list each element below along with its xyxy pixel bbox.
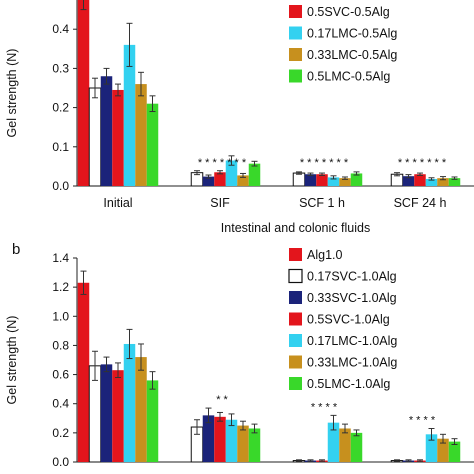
- bar: [350, 432, 363, 462]
- significance-marker: * * * * * * *: [300, 157, 349, 169]
- bar: [146, 103, 159, 186]
- bar: [135, 84, 147, 186]
- y-tick-label: 0.8: [52, 338, 69, 352]
- y-tick-label: 0.0: [52, 179, 69, 193]
- y-tick-label: 0.1: [52, 140, 69, 154]
- legend-swatch: [289, 26, 302, 40]
- bar: [327, 422, 340, 462]
- x-axis-label: Intestinal and colonic fluids: [221, 221, 370, 235]
- bar: [214, 416, 226, 462]
- bar: [248, 428, 261, 462]
- bar: [425, 178, 438, 186]
- bar: [437, 178, 449, 186]
- y-tick-label: 1.0: [52, 309, 69, 323]
- bar: [339, 428, 351, 462]
- y-tick-label: 0.4: [52, 22, 69, 36]
- legend-label: 0.5SVC-1.0Alg: [307, 313, 390, 327]
- bar: [100, 364, 113, 462]
- chart-panel-1: 0.0 0.1 0.2 0.3 0.4 Gel strength (N) Initial SI…: [5, 0, 474, 235]
- x-category-label: SCF 24 h: [394, 196, 447, 210]
- bar: [88, 87, 102, 187]
- legend-swatch: [289, 291, 302, 304]
- bar: [202, 415, 215, 462]
- bar: [225, 160, 238, 186]
- y-tick-label: 0.0: [52, 455, 69, 469]
- bar: [135, 357, 147, 462]
- bar: [448, 178, 461, 186]
- bar: [248, 163, 261, 186]
- bar: [214, 172, 226, 186]
- significance-marker: * * * * * * *: [198, 157, 247, 169]
- legend-swatch: [289, 48, 302, 61]
- legend-label: 0.17LMC-1.0Alg: [307, 334, 397, 348]
- x-category-label: SCF 1 h: [299, 196, 345, 210]
- bar: [112, 89, 124, 186]
- y-axis-label: Gel strength (N): [5, 49, 19, 138]
- significance-marker: * * * *: [311, 401, 338, 413]
- bar: [339, 178, 351, 186]
- bar: [77, 282, 90, 462]
- bar: [123, 44, 136, 186]
- bar: [425, 434, 438, 462]
- bar: [402, 176, 415, 186]
- bar: [316, 174, 328, 186]
- chart-panel-2: 0.0 0.2 0.4 0.6 0.8 1.0 1.2 1.4 Gel strength (N)…: [5, 241, 474, 469]
- legend-swatch: [289, 377, 302, 390]
- y-tick-label: 0.2: [52, 101, 69, 115]
- legend-swatch: [289, 312, 302, 326]
- legend-label: 0.5LMC-1.0Alg: [307, 377, 390, 391]
- bar: [437, 438, 449, 462]
- x-category-label: Initial: [103, 196, 132, 210]
- bar: [414, 174, 426, 186]
- legend-swatch: [288, 268, 303, 284]
- y-tick-label: 0.6: [52, 368, 69, 382]
- bar: [202, 176, 215, 186]
- y-tick-label: 1.4: [52, 251, 69, 265]
- legend-swatch: [289, 248, 302, 261]
- legend-label: 0.5SVC-0.5Alg: [307, 5, 390, 19]
- y-tick-label: 0.4: [52, 397, 69, 411]
- legend-label: 0.33LMC-0.5Alg: [307, 48, 397, 62]
- bar: [123, 343, 136, 462]
- y-axis-label: Gel strength (N): [5, 316, 19, 405]
- significance-marker: * * * * * * *: [398, 157, 447, 169]
- bar: [292, 172, 306, 187]
- panel-label: b: [12, 241, 20, 258]
- y-tick-label: 1.2: [52, 280, 69, 294]
- bar: [77, 0, 90, 187]
- bar: [448, 441, 461, 462]
- significance-marker: * *: [216, 394, 228, 406]
- legend-swatch: [289, 5, 302, 18]
- x-category-label: SIF: [210, 196, 230, 210]
- y-tick-label: 0.2: [52, 426, 69, 440]
- y-tick-label: 0.3: [52, 61, 69, 75]
- bar: [350, 173, 363, 186]
- bar: [225, 419, 238, 462]
- bar: [237, 175, 249, 186]
- bar: [112, 370, 124, 462]
- bar: [327, 177, 340, 186]
- bar: [100, 76, 113, 186]
- legend-label: 0.33SVC-1.0Alg: [307, 291, 397, 305]
- legend-label: 0.17SVC-1.0Alg: [307, 270, 397, 284]
- legend-label: Alg1.0: [307, 248, 342, 262]
- legend-swatch: [289, 355, 302, 369]
- significance-marker: * * * *: [409, 414, 436, 426]
- legend-swatch: [289, 334, 302, 347]
- bar: [146, 380, 159, 462]
- bar: [237, 425, 249, 462]
- legend-label: 0.5LMC-0.5Alg: [307, 70, 390, 84]
- legend-label: 0.33LMC-1.0Alg: [307, 356, 397, 370]
- bar: [304, 174, 317, 186]
- legend-swatch: [289, 69, 302, 83]
- legend-label: 0.17LMC-0.5Alg: [307, 27, 397, 41]
